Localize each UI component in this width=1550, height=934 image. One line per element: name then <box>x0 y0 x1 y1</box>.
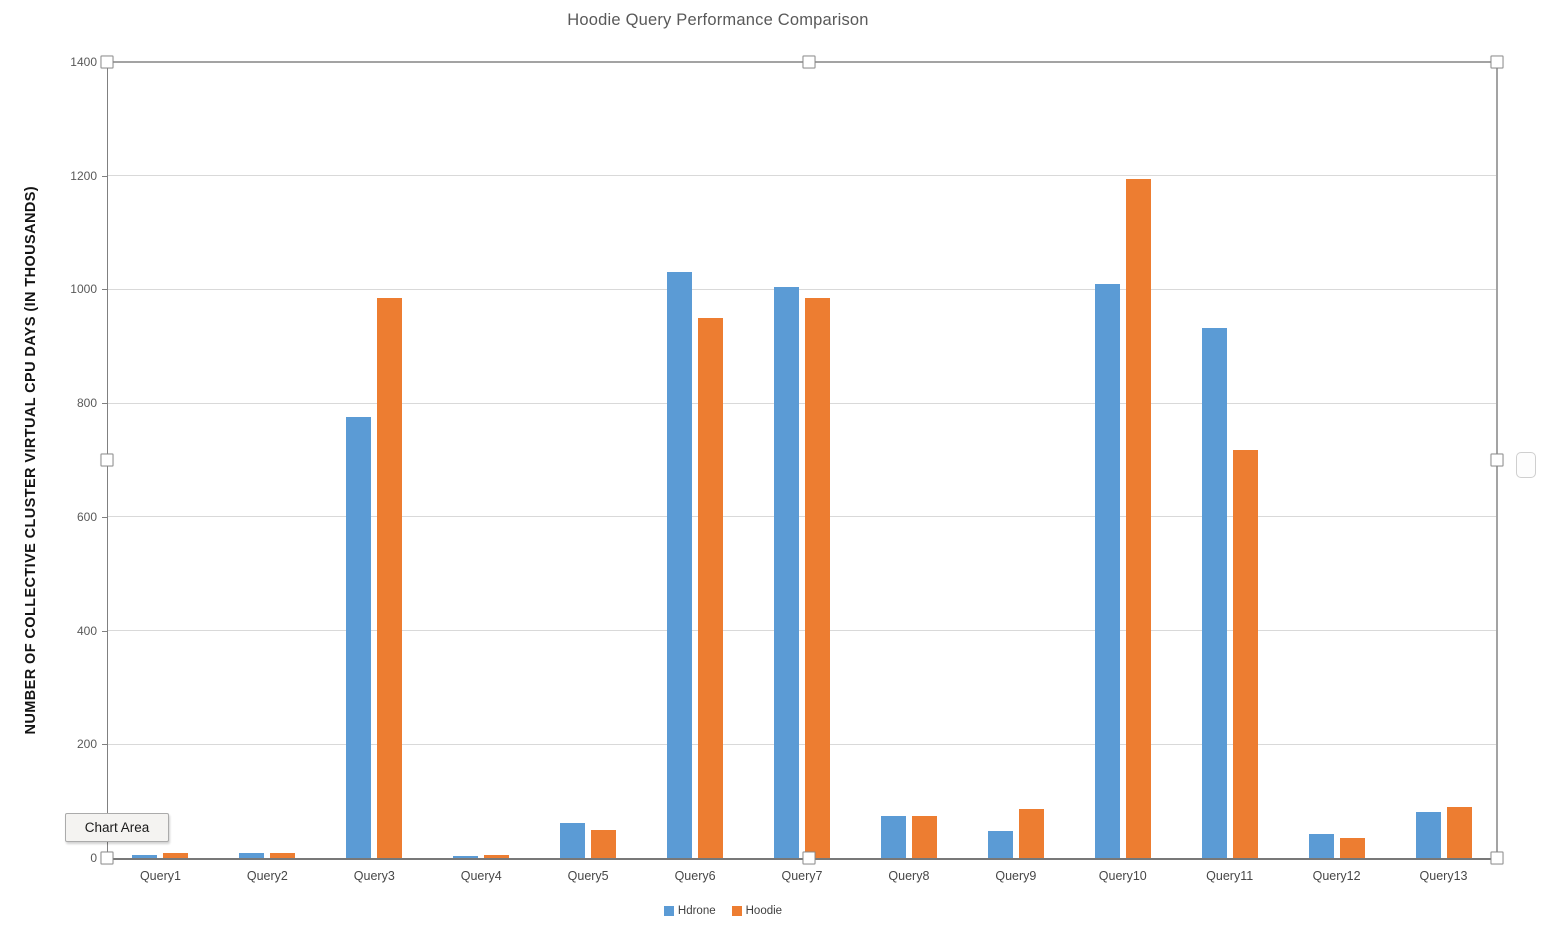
x-tick-label-query12[interactable]: Query12 <box>1312 869 1361 883</box>
legend-label-hoodie: Hoodie <box>745 905 783 917</box>
bar-hoodie-query10[interactable] <box>1125 179 1151 858</box>
y-tick-label-0[interactable]: 0 <box>90 851 97 865</box>
y-axis-title-text: NUMBER OF COLLECTIVE CLUSTER VIRTUAL CPU… <box>23 185 39 735</box>
selection-handle-se[interactable] <box>1490 851 1504 865</box>
y-axis-tick-200 <box>102 744 107 746</box>
bar-hdrone-query4[interactable] <box>453 855 479 858</box>
x-tick-label-query6[interactable]: Query6 <box>674 869 716 883</box>
bar-hoodie-query6[interactable] <box>698 317 724 858</box>
bar-hoodie-query3[interactable] <box>377 297 403 858</box>
y-tick-label-600[interactable]: 600 <box>76 509 97 524</box>
bar-hdrone-query10[interactable] <box>1094 284 1120 858</box>
bar-hdrone-query11[interactable] <box>1201 327 1227 858</box>
x-tick-label-query13[interactable]: Query13 <box>1419 869 1468 883</box>
y-tick-label-400[interactable]: 400 <box>76 623 97 638</box>
gridline-1000 <box>107 288 1497 290</box>
bar-hdrone-query7[interactable] <box>774 286 799 858</box>
chart-area-tooltip: Chart Area <box>65 813 169 842</box>
legend-marker-hdrone-icon <box>663 906 674 916</box>
bar-hoodie-query13[interactable] <box>1446 806 1472 858</box>
bar-hoodie-query8[interactable] <box>911 815 937 858</box>
selection-handle-n[interactable] <box>802 55 816 69</box>
bar-hdrone-query3[interactable] <box>346 417 372 858</box>
legend-label-hdrone: Hdrone <box>677 905 716 917</box>
bar-hdrone-query9[interactable] <box>987 830 1013 858</box>
gridline-600 <box>107 516 1497 518</box>
selection-handle-w[interactable] <box>100 453 114 467</box>
chart-title[interactable]: Hoodie Query Performance Comparison <box>567 11 869 29</box>
y-tick-label-800[interactable]: 800 <box>76 396 97 411</box>
bar-hoodie-query4[interactable] <box>484 855 510 858</box>
y-tick-label-1200[interactable]: 1200 <box>70 168 97 183</box>
legend-marker-hoodie-icon <box>731 906 742 916</box>
bar-hoodie-query7[interactable] <box>805 297 830 858</box>
bar-hoodie-query11[interactable] <box>1232 450 1258 858</box>
y-axis-tick-1000 <box>102 289 107 291</box>
y-axis-tick-1200 <box>102 175 107 177</box>
x-tick-label-query1[interactable]: Query1 <box>139 869 181 883</box>
x-tick-label-query5[interactable]: Query5 <box>567 869 609 883</box>
x-tick-label-query10[interactable]: Query10 <box>1098 869 1147 883</box>
bar-hdrone-query12[interactable] <box>1308 834 1334 858</box>
y-axis-tick-600 <box>102 516 107 518</box>
y-tick-label-1400[interactable]: 1400 <box>70 55 97 69</box>
legend-item-hdrone[interactable]: Hdrone <box>663 905 716 917</box>
selection-handle-sw[interactable] <box>100 851 114 865</box>
x-tick-label-query7[interactable]: Query7 <box>781 869 823 883</box>
x-tick-label-query2[interactable]: Query2 <box>246 869 288 883</box>
x-tick-label-query3[interactable]: Query3 <box>353 869 395 883</box>
x-tick-label-query9[interactable]: Query9 <box>995 869 1037 883</box>
bar-hdrone-query1[interactable] <box>132 855 158 858</box>
selection-handle-nw[interactable] <box>100 55 114 69</box>
y-axis-tick-800 <box>102 403 107 405</box>
plot-area[interactable] <box>107 61 1497 858</box>
y-tick-label-200[interactable]: 200 <box>76 737 97 752</box>
x-tick-label-query8[interactable]: Query8 <box>888 869 930 883</box>
selection-handle-e[interactable] <box>1490 453 1504 467</box>
bar-hdrone-query8[interactable] <box>880 815 906 858</box>
selection-handle-s[interactable] <box>802 851 816 865</box>
bar-hoodie-query12[interactable] <box>1339 838 1365 858</box>
bar-hdrone-query2[interactable] <box>239 853 265 858</box>
y-tick-label-1000[interactable]: 1000 <box>70 282 97 297</box>
x-tick-label-query4[interactable]: Query4 <box>460 869 502 883</box>
legend-item-hoodie[interactable]: Hoodie <box>731 905 783 917</box>
bar-hoodie-query5[interactable] <box>591 829 617 858</box>
x-tick-label-query11[interactable]: Query11 <box>1206 869 1254 883</box>
chart-area-tooltip-label: Chart Area <box>84 820 150 835</box>
gridline-400 <box>107 630 1497 632</box>
legend[interactable]: Hdrone Hoodie <box>0 905 1446 917</box>
selection-handle-ne[interactable] <box>1490 55 1504 69</box>
gridline-1200 <box>107 175 1497 177</box>
gridline-800 <box>107 402 1497 404</box>
chart-selection-ghost-handle[interactable] <box>1516 452 1536 478</box>
bar-hoodie-query1[interactable] <box>163 852 189 858</box>
bar-hdrone-query5[interactable] <box>560 822 586 858</box>
bar-hdrone-query13[interactable] <box>1415 811 1441 858</box>
bar-hdrone-query6[interactable] <box>667 272 693 858</box>
bar-hoodie-query9[interactable] <box>1018 809 1044 858</box>
y-axis-tick-400 <box>102 630 107 632</box>
gridline-200 <box>107 743 1497 745</box>
bar-hoodie-query2[interactable] <box>270 852 296 858</box>
